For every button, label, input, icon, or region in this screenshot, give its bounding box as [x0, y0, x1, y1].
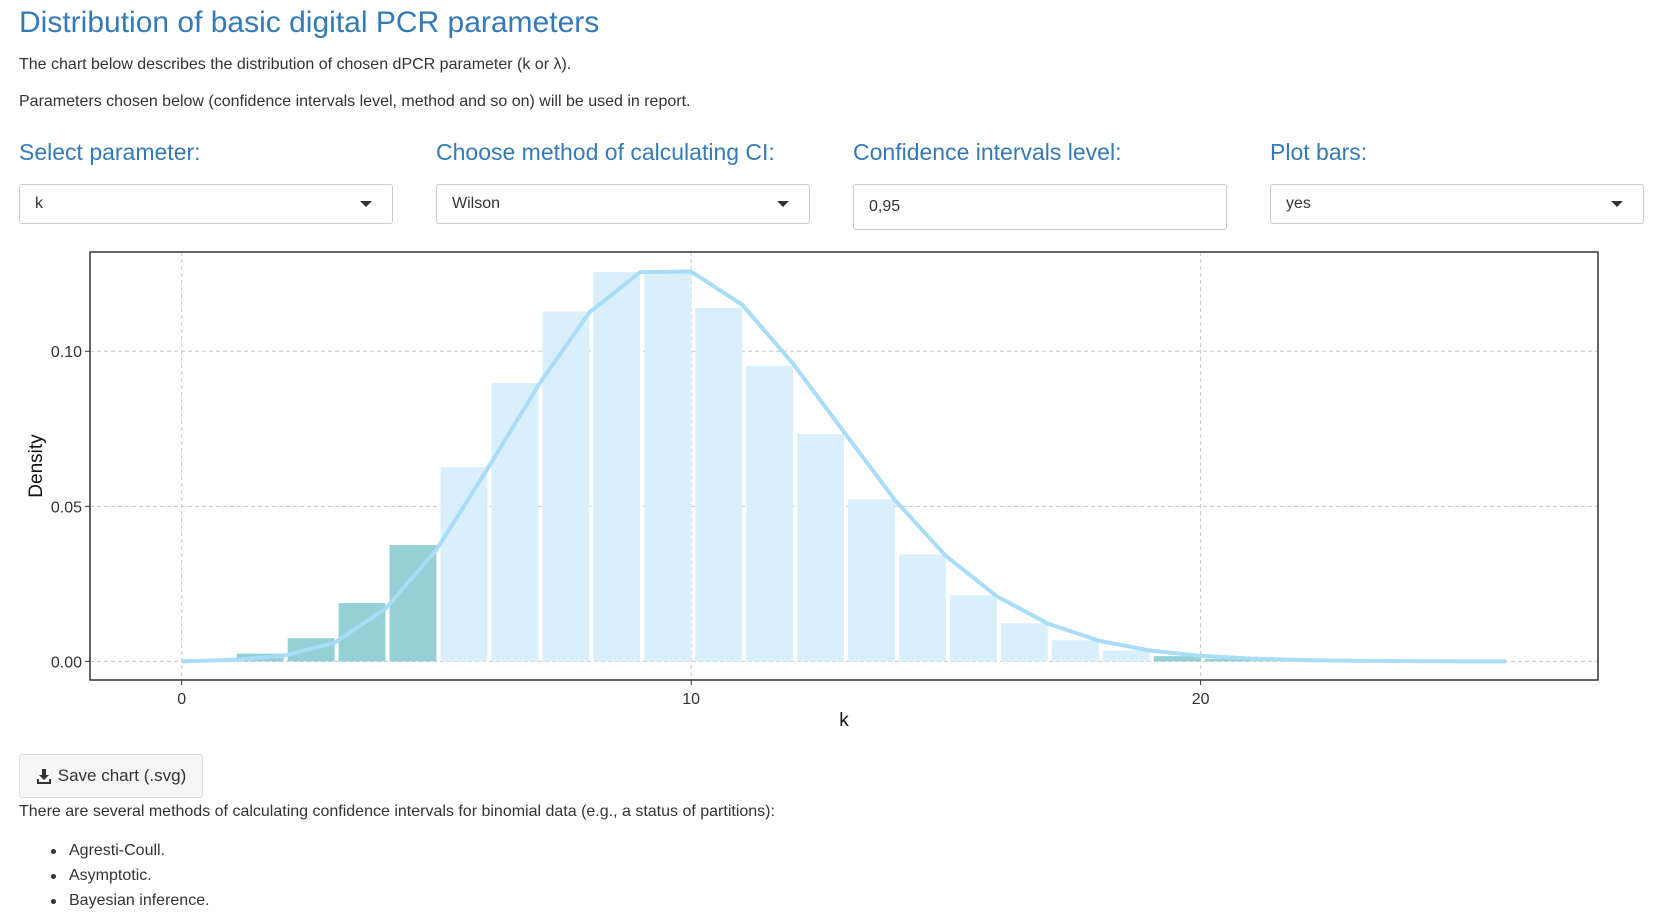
bar — [593, 272, 641, 662]
parameter-value: k — [35, 195, 43, 212]
ci-bar — [389, 545, 437, 662]
bar — [644, 272, 692, 662]
y-axis-label: Density — [26, 434, 47, 498]
conf-level-value: 0,95 — [869, 198, 901, 215]
parameter-label: Select parameter: — [19, 139, 201, 165]
plot-bars-label: Plot bars: — [1270, 139, 1368, 165]
density-chart: 0 10 20 0.00 0.05 0.10 k Density — [26, 251, 1599, 731]
bar — [949, 595, 997, 662]
bar — [1000, 623, 1048, 662]
conf-level-input[interactable]: 0,95 — [853, 184, 1227, 230]
bar — [899, 554, 946, 662]
download-icon — [36, 769, 51, 784]
bar — [491, 383, 539, 662]
bar — [1102, 650, 1150, 662]
chevron-down-icon — [360, 201, 372, 207]
intro-text-2: Parameters chosen below (confidence inte… — [19, 93, 691, 110]
method-label: Choose method of calculating CI: — [436, 139, 775, 165]
chart-axes: 0 10 20 0.00 0.05 0.10 — [51, 344, 1210, 708]
plot-bars-value: yes — [1286, 195, 1311, 212]
conf-level-label: Confidence intervals level: — [853, 139, 1122, 165]
x-tick-label: 20 — [1192, 691, 1210, 708]
page-title: Distribution of basic digital PCR parame… — [19, 6, 600, 39]
bar — [797, 434, 844, 662]
save-chart-label: Save chart (.svg) — [57, 766, 187, 785]
plot-frame — [89, 251, 1599, 681]
bar — [848, 499, 895, 662]
save-chart-button[interactable]: Save chart (.svg) — [19, 754, 203, 798]
bar — [440, 466, 488, 662]
intro-text: The chart below describes the distributi… — [19, 56, 572, 73]
x-tick-label: 0 — [177, 691, 186, 708]
methods-intro: There are several methods of calculating… — [19, 803, 775, 820]
parameter-select[interactable]: k — [19, 184, 393, 224]
y-tick-label: 0.05 — [51, 499, 82, 516]
list-item: Bayesian inference. — [44, 888, 210, 913]
chevron-down-icon — [777, 201, 789, 207]
list-item: Asymptotic. — [44, 863, 210, 888]
y-tick-label: 0.00 — [51, 654, 82, 671]
chart-line — [181, 269, 1507, 664]
bar — [542, 311, 590, 662]
chart-bars — [185, 272, 1507, 662]
chevron-down-icon — [1611, 201, 1623, 207]
ci-bar — [1204, 658, 1252, 662]
method-select[interactable]: Wilson — [436, 184, 810, 224]
y-tick-label: 0.10 — [51, 344, 82, 361]
ci-bar — [1153, 656, 1201, 662]
bar — [1051, 640, 1099, 662]
methods-list: Agresti-Coull. Asymptotic. Bayesian infe… — [44, 838, 210, 913]
bar — [746, 365, 794, 662]
x-tick-label: 10 — [682, 691, 700, 708]
method-value: Wilson — [452, 195, 501, 212]
x-axis-label: k — [839, 710, 849, 731]
bar — [695, 307, 743, 662]
plot-bars-select[interactable]: yes — [1270, 184, 1644, 224]
list-item: Agresti-Coull. — [44, 838, 210, 863]
density-curve — [181, 269, 1507, 664]
